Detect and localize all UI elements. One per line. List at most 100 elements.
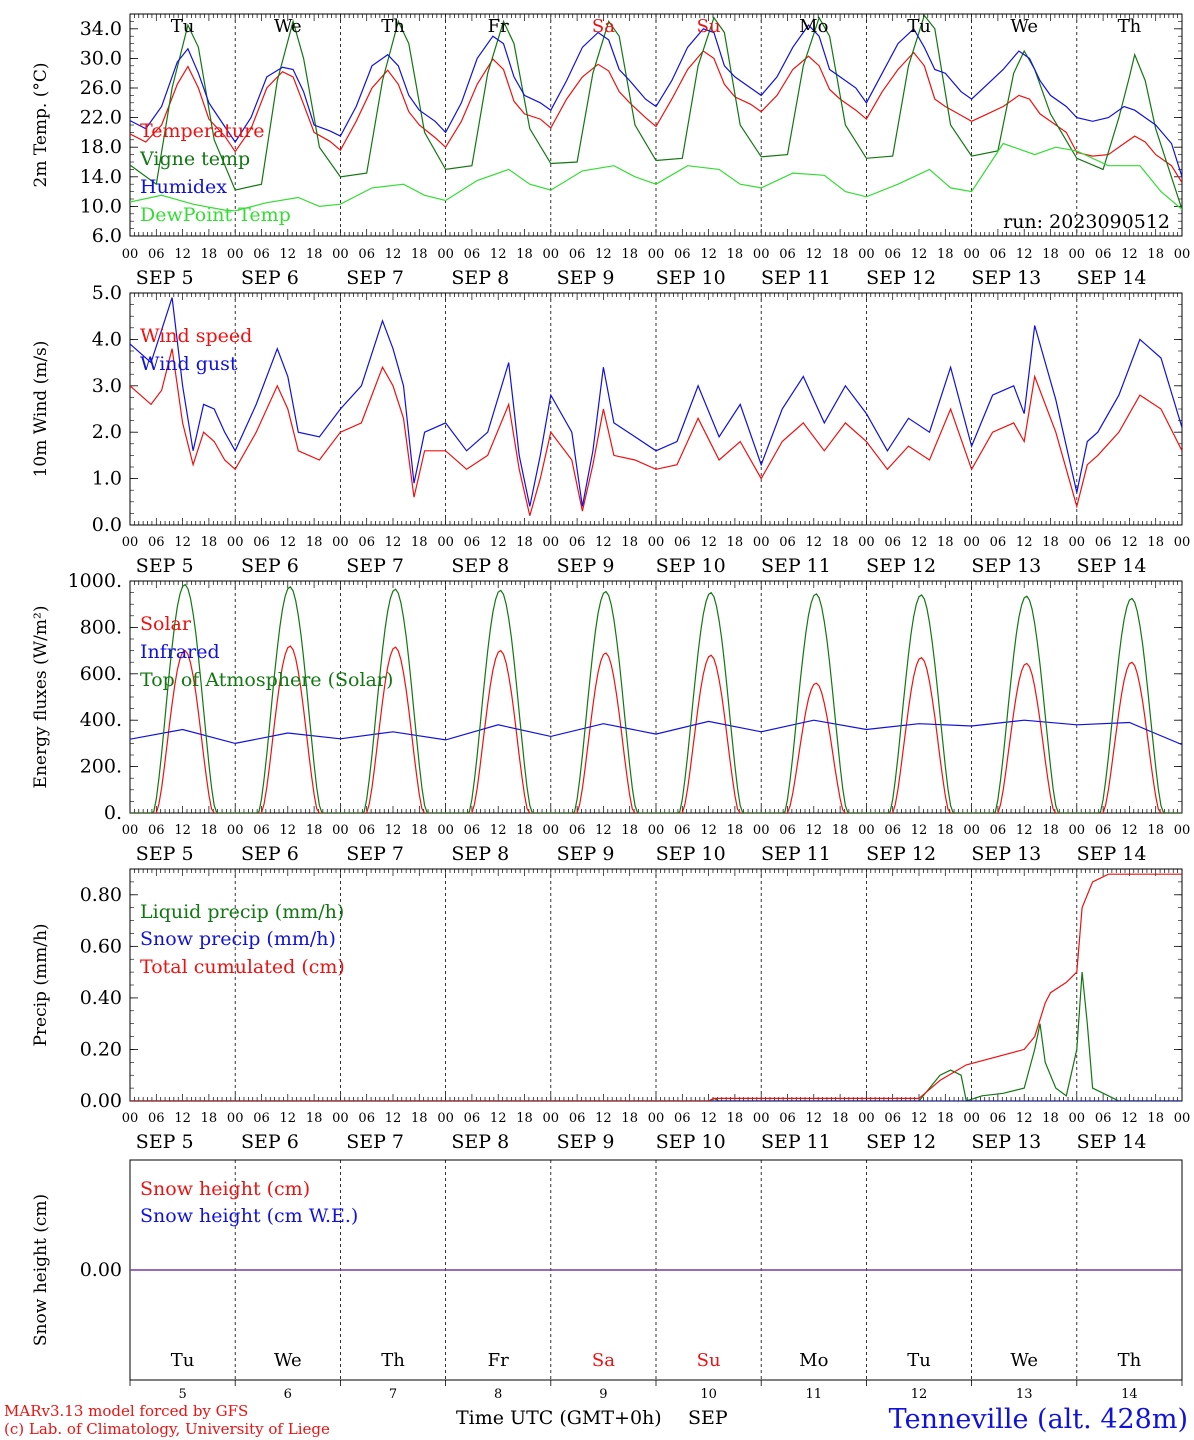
hour-tick-label: 18 (621, 535, 638, 550)
hour-tick-label: 12 (280, 1111, 297, 1126)
hour-tick-label: 06 (464, 535, 481, 550)
series-liquid-precip-mm-h- (130, 972, 1182, 1101)
hour-tick-label: 18 (727, 823, 744, 838)
hour-tick-label: 06 (1095, 1111, 1112, 1126)
series-solar (130, 645, 1182, 813)
hour-tick-label: 06 (569, 823, 586, 838)
date-label: SEP 9 (557, 843, 615, 865)
panel-1: 6.0 10.0 14.0 18.0 22.0 26.0 30.0 34.0 2m Temp. … (31, 13, 1190, 289)
hour-tick-label: 00 (227, 1111, 244, 1126)
hour-tick-label: 18 (1147, 247, 1164, 262)
hour-tick-label: 00 (858, 535, 875, 550)
date-label: SEP 11 (761, 1131, 831, 1153)
hour-tick-label: 00 (753, 247, 770, 262)
date-label: SEP 12 (866, 555, 936, 577)
series-group (130, 297, 1182, 516)
hour-tick-label: 00 (543, 1111, 560, 1126)
y-tick-label: 600. (80, 663, 122, 685)
series-vigne-temp (130, 14, 1182, 210)
legend-infrared: Infrared (140, 641, 220, 663)
hour-tick-label: 06 (148, 247, 165, 262)
y-axis-label: 2m Temp. (°C) (31, 62, 51, 187)
hour-tick-label: 18 (411, 823, 428, 838)
hour-tick-label: 12 (174, 535, 191, 550)
day-number-label: 6 (284, 1387, 292, 1402)
hour-tick-label: 12 (595, 535, 612, 550)
hour-tick-label: 00 (1069, 1111, 1086, 1126)
hour-tick-label: 18 (411, 1111, 428, 1126)
hour-tick-label: 06 (358, 247, 375, 262)
date-label: SEP 5 (136, 555, 194, 577)
hour-tick-label: 00 (437, 247, 454, 262)
hour-tick-label: 18 (411, 535, 428, 550)
hour-tick-label: 12 (911, 247, 928, 262)
y-tick-label: 400. (80, 709, 122, 731)
hour-tick-label: 06 (464, 823, 481, 838)
day-number-label: 5 (178, 1387, 186, 1402)
hour-tick-label: 12 (1016, 247, 1033, 262)
hour-tick-label: 18 (1042, 535, 1059, 550)
hour-tick-label: 06 (464, 1111, 481, 1126)
hour-tick-label: 12 (280, 823, 297, 838)
series-wind-speed (130, 348, 1182, 516)
hour-tick-label: 12 (280, 535, 297, 550)
y-tick-label: 0.40 (80, 987, 122, 1009)
date-label: SEP 8 (451, 1131, 509, 1153)
date-label: SEP 6 (241, 1131, 299, 1153)
date-label: SEP 12 (866, 267, 936, 289)
y-axis-label: Snow height (cm) (31, 1194, 51, 1346)
day-of-week-label: Sa (592, 16, 615, 37)
day-number-label: 9 (599, 1387, 607, 1402)
hour-tick-label: 06 (569, 1111, 586, 1126)
hour-tick-label: 18 (411, 247, 428, 262)
date-label: SEP 14 (1077, 267, 1147, 289)
hour-tick-label: 06 (884, 247, 901, 262)
legend-snow-precip-mm-h-: Snow precip (mm/h) (140, 928, 336, 950)
legend-top-of-atmosphere-solar-: Top of Atmosphere (Solar) (140, 669, 393, 691)
hour-tick-label: 12 (385, 1111, 402, 1126)
date-label: SEP 13 (971, 843, 1041, 865)
hour-tick-label: 18 (201, 247, 218, 262)
panel-2: 0.0 1.0 2.0 3.0 4.0 5.0 10m Wind (m/s) Wind spe… (31, 282, 1190, 577)
hour-tick-label: 00 (858, 823, 875, 838)
date-label: SEP 5 (136, 843, 194, 865)
hour-tick-label: 18 (201, 823, 218, 838)
hour-tick-label: 12 (1121, 535, 1138, 550)
hour-tick-label: 18 (201, 1111, 218, 1126)
hour-tick-label: 06 (253, 823, 270, 838)
hour-tick-label: 00 (648, 535, 665, 550)
legend-dewpoint-temp: DewPoint Temp (140, 204, 291, 226)
date-label: SEP 10 (656, 267, 726, 289)
hour-tick-label: 18 (306, 535, 323, 550)
date-label: SEP 6 (241, 843, 299, 865)
y-axis-label: Energy fluxes (W/m²) (31, 606, 51, 789)
legend-temperature: Temperature (140, 120, 264, 142)
hour-tick-label: 18 (937, 1111, 954, 1126)
y-tick-label: 0.20 (80, 1038, 122, 1060)
hour-tick-label: 06 (148, 535, 165, 550)
day-of-week-label: We (274, 16, 302, 37)
legend-humidex: Humidex (140, 176, 227, 198)
hour-tick-label: 18 (516, 1111, 533, 1126)
day-of-week-label: We (274, 1350, 302, 1371)
series-total-cumulated-cm- (130, 873, 1182, 1101)
y-tick-label: 18.0 (80, 136, 122, 158)
hour-tick-label: 12 (700, 535, 717, 550)
hour-tick-label: 00 (122, 535, 139, 550)
hour-tick-label: 12 (595, 247, 612, 262)
y-tick-label: 5.0 (92, 282, 122, 304)
hour-tick-label: 00 (1069, 247, 1086, 262)
hour-tick-label: 06 (884, 1111, 901, 1126)
hour-tick-label: 18 (516, 247, 533, 262)
date-label: SEP 8 (451, 555, 509, 577)
hour-tick-label: 18 (1147, 1111, 1164, 1126)
day-of-week-label: Fr (488, 16, 509, 37)
hour-tick-label: 12 (385, 247, 402, 262)
day-of-week-label: Tu (171, 1350, 195, 1371)
hour-tick-label: 00 (543, 823, 560, 838)
date-label: SEP 12 (866, 1131, 936, 1153)
legend-vigne-temp: Vigne temp (139, 148, 250, 170)
hour-tick-label: 06 (990, 1111, 1007, 1126)
hour-tick-label: 18 (1147, 823, 1164, 838)
